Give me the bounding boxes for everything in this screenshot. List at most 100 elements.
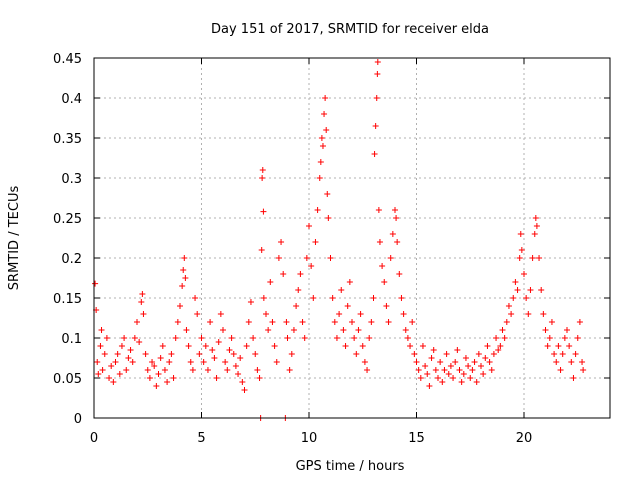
data-point [490, 351, 497, 357]
data-point [243, 343, 250, 349]
data-point [182, 275, 189, 281]
data-point [331, 319, 338, 325]
data-point [213, 375, 220, 381]
data-point [322, 95, 329, 101]
data-point [353, 351, 360, 357]
data-point [517, 231, 524, 237]
data-point [325, 215, 332, 221]
data-point [183, 327, 190, 333]
data-point [493, 335, 500, 341]
y-tick-label: 0.35 [53, 132, 82, 147]
data-point [540, 311, 547, 317]
data-point [232, 363, 239, 369]
data-point [228, 335, 235, 341]
data-point [458, 379, 465, 385]
data-point [574, 335, 581, 341]
data-point [430, 347, 437, 353]
data-point [411, 351, 418, 357]
data-point [456, 367, 463, 373]
data-point [393, 215, 400, 221]
x-tick-label: 15 [408, 431, 425, 446]
data-point [110, 379, 117, 385]
data-point [275, 255, 282, 261]
data-point [324, 191, 331, 197]
data-point [501, 335, 508, 341]
data-point [505, 303, 512, 309]
data-point [525, 311, 532, 317]
data-point [344, 303, 351, 309]
data-point [336, 311, 343, 317]
data-point [374, 71, 381, 77]
data-point [94, 359, 101, 365]
data-point [568, 359, 575, 365]
data-point [301, 335, 308, 341]
data-points [92, 59, 587, 421]
data-point [542, 327, 549, 333]
data-point [290, 327, 297, 333]
y-axis-label: SRMTID / TECUs [7, 186, 22, 291]
y-tick-label: 0.3 [61, 172, 82, 187]
data-point [404, 335, 411, 341]
data-point [495, 347, 502, 353]
y-tick-label: 0.4 [61, 92, 82, 107]
data-point [125, 355, 132, 361]
data-point [555, 343, 562, 349]
data-point [164, 379, 171, 385]
data-point [265, 327, 272, 333]
data-point [293, 303, 300, 309]
data-point [198, 335, 205, 341]
data-point [370, 295, 377, 301]
data-point [497, 343, 504, 349]
data-point [185, 343, 192, 349]
data-point [99, 367, 106, 373]
data-point [194, 311, 201, 317]
data-point [252, 351, 259, 357]
data-point [112, 359, 119, 365]
data-point [450, 375, 457, 381]
data-point [432, 367, 439, 373]
data-point [316, 175, 323, 181]
data-point [443, 351, 450, 357]
data-point [499, 327, 506, 333]
grid [94, 58, 610, 418]
data-point [217, 311, 224, 317]
data-point [372, 123, 379, 129]
data-point [295, 287, 302, 293]
data-point [327, 255, 334, 261]
data-point [376, 239, 383, 245]
data-point [280, 271, 287, 277]
data-point [92, 280, 99, 287]
data-point [422, 363, 429, 369]
data-point [471, 359, 478, 365]
data-point [579, 359, 586, 365]
data-point [174, 319, 181, 325]
data-point [473, 379, 480, 385]
data-point [179, 283, 186, 289]
data-point [114, 351, 121, 357]
data-point [441, 367, 448, 373]
x-tick-label: 20 [516, 431, 533, 446]
x-tick-label: 10 [301, 431, 318, 446]
data-point [503, 319, 510, 325]
data-point [510, 295, 517, 301]
data-point [460, 371, 467, 377]
data-point [452, 359, 459, 365]
data-point [140, 311, 147, 317]
data-point [538, 287, 545, 293]
data-point [486, 359, 493, 365]
data-point [139, 291, 146, 297]
data-point [271, 343, 278, 349]
data-point [338, 287, 345, 293]
data-point [187, 359, 194, 365]
data-point [321, 111, 328, 117]
data-point [317, 159, 324, 165]
data-point [518, 247, 525, 253]
axis-ticks: 0 0.05 0.1 0.15 0.2 0.25 0.3 0.35 0.4 0.45 0 5 10 15 2… [53, 52, 610, 446]
data-point [131, 335, 138, 341]
data-point [351, 335, 358, 341]
data-point [247, 299, 254, 305]
data-point [215, 339, 222, 345]
data-point [108, 363, 115, 369]
x-tick-label: 0 [90, 431, 98, 446]
data-point [138, 299, 145, 305]
